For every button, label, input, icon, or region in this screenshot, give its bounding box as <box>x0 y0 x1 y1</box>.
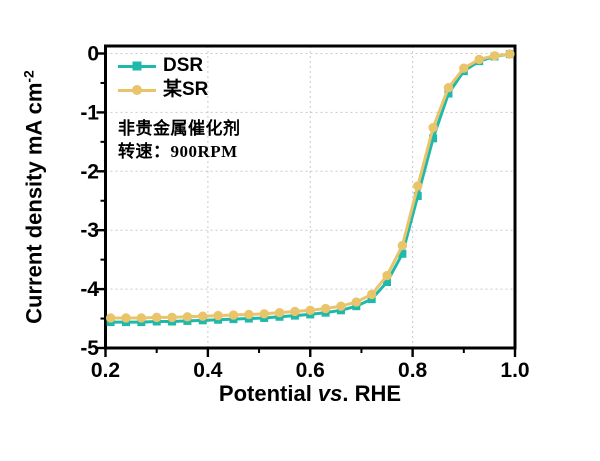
x-title-pre: Potential <box>218 381 318 406</box>
y-axis-title: Current density mA cm-2 <box>20 70 47 324</box>
series-marker-circle <box>198 311 208 321</box>
series-marker-square <box>383 278 392 287</box>
series-marker-circle <box>151 312 162 323</box>
series-marker-circle <box>505 49 515 59</box>
series-marker-circle <box>121 313 131 323</box>
series-marker-circle <box>320 303 331 314</box>
series-marker-circle <box>228 310 239 320</box>
series-marker-circle <box>489 51 500 61</box>
series-marker-circle <box>397 240 408 251</box>
plot-frame <box>104 44 517 350</box>
series-marker-circle <box>428 123 438 133</box>
series-marker-circle <box>259 309 269 319</box>
y-tick-label: -3 <box>80 219 99 242</box>
series-marker-square <box>413 192 422 201</box>
series-marker-circle <box>443 82 454 93</box>
series-marker-circle <box>382 270 392 281</box>
x-tick-label: 1.0 <box>500 359 529 382</box>
legend-label-mosr: 某SR <box>163 79 209 100</box>
series-marker-circle <box>351 297 362 307</box>
x-tick-label: 0.6 <box>296 359 325 382</box>
series-marker-circle <box>459 63 469 73</box>
legend-item-mosr: 某SR <box>118 80 208 100</box>
annotation-catalyst-text: 非贵金属催化剂 <box>118 119 241 138</box>
annotation-rpm-text: 转速：900RPM <box>118 142 238 161</box>
dsr-line-swatch <box>118 61 156 71</box>
series-marker-square <box>367 295 376 304</box>
series-marker-square <box>444 89 453 98</box>
y-tick-label: -4 <box>80 278 99 301</box>
series-marker-circle <box>336 301 346 311</box>
series-marker-circle <box>244 309 254 320</box>
series-marker-circle <box>182 312 193 322</box>
series-marker-square <box>398 249 407 258</box>
dsr-marker-icon <box>132 61 142 71</box>
x-tick-label: 0.8 <box>398 359 428 382</box>
series-marker-circle <box>413 181 423 191</box>
series-marker-circle <box>136 313 147 323</box>
series-marker-circle <box>474 54 484 65</box>
y-tick-label: -5 <box>80 337 99 360</box>
x-title-vs: vs <box>317 381 343 406</box>
x-tick-label: 0.4 <box>193 359 223 382</box>
legend: DSR 某SR <box>118 56 208 100</box>
y-tick-label: -2 <box>80 160 99 183</box>
x-title-post: . RHE <box>342 381 402 406</box>
series-marker-circle <box>290 306 300 317</box>
series-marker-circle <box>366 289 377 300</box>
series-marker-circle <box>167 312 177 323</box>
y-title-exponent: -2 <box>20 70 37 83</box>
series-marker-square <box>429 134 438 143</box>
x-tick-label: 0.2 <box>91 359 120 382</box>
x-axis-title: Potential vs. RHE <box>219 381 401 407</box>
mosr-line-swatch <box>118 85 156 95</box>
series-marker-circle <box>274 307 285 318</box>
series-marker-circle <box>213 310 223 321</box>
legend-label-dsr: DSR <box>163 55 204 76</box>
legend-item-dsr: DSR <box>118 56 208 76</box>
series-marker-circle <box>305 305 315 316</box>
series-marker-circle <box>105 313 116 323</box>
annotation-box: 非贵金属催化剂 转速：900RPM <box>118 117 241 163</box>
y-tick-label: 0 <box>87 43 99 66</box>
y-title-main: Current density mA cm <box>21 82 47 324</box>
mosr-marker-icon <box>132 85 142 95</box>
y-tick-label: -1 <box>80 101 99 124</box>
